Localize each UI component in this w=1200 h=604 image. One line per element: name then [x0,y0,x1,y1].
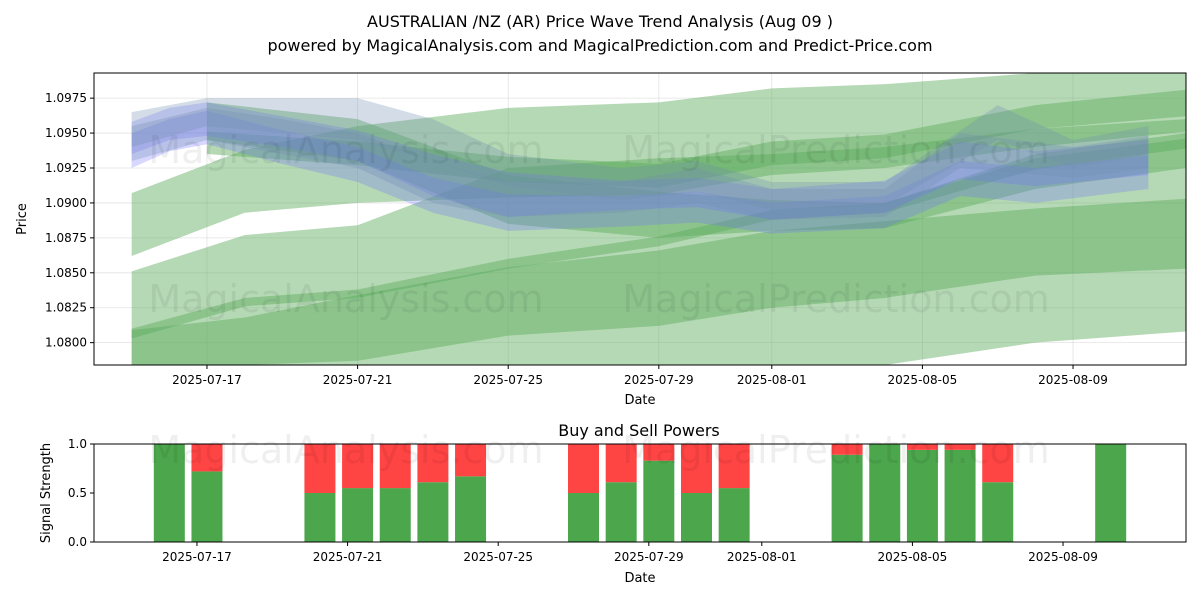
wave-band-green-2 [131,198,1187,365]
main-plot-frame [93,72,1187,366]
sell-bar [906,444,938,450]
bottom-x-tick-label: 2025-08-09 [1028,550,1098,564]
buy-sell-panel: Buy and Sell Powers MagicalAnalysis.com … [39,421,1187,586]
main-x-tick-label: 2025-07-29 [624,373,694,387]
main-x-tick-label: 2025-07-21 [323,373,393,387]
watermark-analysis-lower: MagicalAnalysis.com [148,277,543,321]
bottom-x-tick-label: 2025-08-01 [727,550,797,564]
bottom-x-tick-label: 2025-08-05 [878,550,948,564]
buy-bar [831,454,863,542]
main-y-tick-label: 1.0825 [45,301,87,315]
buy-bar [455,476,487,542]
main-x-tick-label: 2025-08-05 [888,373,958,387]
bottom-y-tick-label: 0.5 [68,486,87,500]
sell-bar [304,444,336,493]
sell-bar [944,444,976,450]
wave-band-green-4 [206,89,1186,188]
buy-bar [982,482,1014,542]
buy-bar [417,482,449,542]
bottom-y-tick-label: 0.0 [68,535,87,549]
main-y-tick-label: 1.0800 [45,336,87,350]
main-x-tick-label: 2025-07-17 [172,373,242,387]
wave-bands [131,73,1187,366]
main-x-tick-label: 2025-08-01 [737,373,807,387]
sell-bar [605,444,637,483]
buy-bar [568,493,600,542]
watermark-prediction: MagicalPrediction.com [622,128,1050,172]
main-x-tick-label: 2025-07-25 [473,373,543,387]
bottom-y-axis-label: Signal Strength [39,443,54,543]
sell-bar [191,444,223,472]
wave-band-steel-9 [131,107,1149,220]
sell-bar [417,444,449,483]
main-y-ticks: 1.0800 1.0825 1.0850 1.0875 1.0900 1.0925 1.09… [45,91,94,350]
bottom-x-tick-label: 2025-07-21 [313,550,383,564]
buy-bar [153,444,185,542]
main-y-tick-label: 1.0850 [45,266,87,280]
wave-band-green-0 [131,73,1187,257]
main-y-axis-label: Price [15,203,30,235]
buy-bar [906,449,938,542]
sell-bar [643,444,675,461]
wave-band-blue-7 [131,110,1149,234]
buy-bar [304,493,336,542]
buy-bar [379,488,411,542]
buy-bar [342,488,374,542]
main-watermarks: MagicalAnalysis.com MagicalPrediction.co… [148,128,1049,321]
sell-bar [379,444,411,489]
chart-title: AUSTRALIAN /NZ (AR) Price Wave Trend Ana… [367,12,833,31]
wave-band-green-5 [206,102,1186,238]
buy-bar [1095,444,1127,542]
bottom-x-tick-label: 2025-07-17 [162,550,232,564]
wave-band-steel-8 [131,98,1149,210]
buy-bar [869,444,901,542]
buy-sell-bars [153,444,1127,542]
watermark-analysis-bottom: MagicalAnalysis.com [148,428,543,472]
buy-bar [643,460,675,542]
buy-bar [605,482,637,542]
buy-bar [944,449,976,542]
sell-bar [568,444,600,493]
bottom-y-ticks: 0.0 0.5 1.0 [68,437,94,549]
main-y-tick-label: 1.0950 [45,126,87,140]
wave-band-green-1 [131,119,1187,366]
main-y-tick-label: 1.0975 [45,91,87,105]
sell-bar [455,444,487,477]
watermark-prediction-bottom: MagicalPrediction.com [622,428,1050,472]
main-x-axis-label: Date [624,393,655,408]
bottom-x-tick-label: 2025-07-29 [614,550,684,564]
price-wave-panel: MagicalAnalysis.com MagicalPrediction.co… [15,72,1187,408]
watermark-prediction-lower: MagicalPrediction.com [622,277,1050,321]
wave-band-blue-6 [131,102,1149,220]
main-x-ticks: 2025-07-17 2025-07-21 2025-07-25 2025-07-29… [172,365,1108,387]
sell-bar [342,444,374,489]
main-y-tick-label: 1.0900 [45,196,87,210]
bottom-x-axis-label: Date [624,571,655,586]
buy-bar [680,493,712,542]
bottom-x-tick-label: 2025-07-25 [463,550,533,564]
bottom-y-tick-label: 1.0 [68,437,87,451]
sell-bar [718,444,750,489]
watermark-analysis: MagicalAnalysis.com [148,128,543,172]
sell-bar [982,444,1014,483]
buy-bar [718,488,750,542]
bottom-chart-title: Buy and Sell Powers [558,421,720,440]
buy-bar [191,471,223,542]
main-y-tick-label: 1.0875 [45,231,87,245]
bottom-x-ticks: 2025-07-17 2025-07-21 2025-07-25 2025-07-29… [162,542,1098,564]
wave-band-green-3 [131,138,1187,339]
sell-bar [680,444,712,493]
chart-subtitle: powered by MagicalAnalysis.com and Magic… [267,36,932,55]
main-x-tick-label: 2025-08-09 [1038,373,1108,387]
sell-bar [831,444,863,455]
main-grid [94,73,1186,365]
main-y-tick-label: 1.0925 [45,161,87,175]
